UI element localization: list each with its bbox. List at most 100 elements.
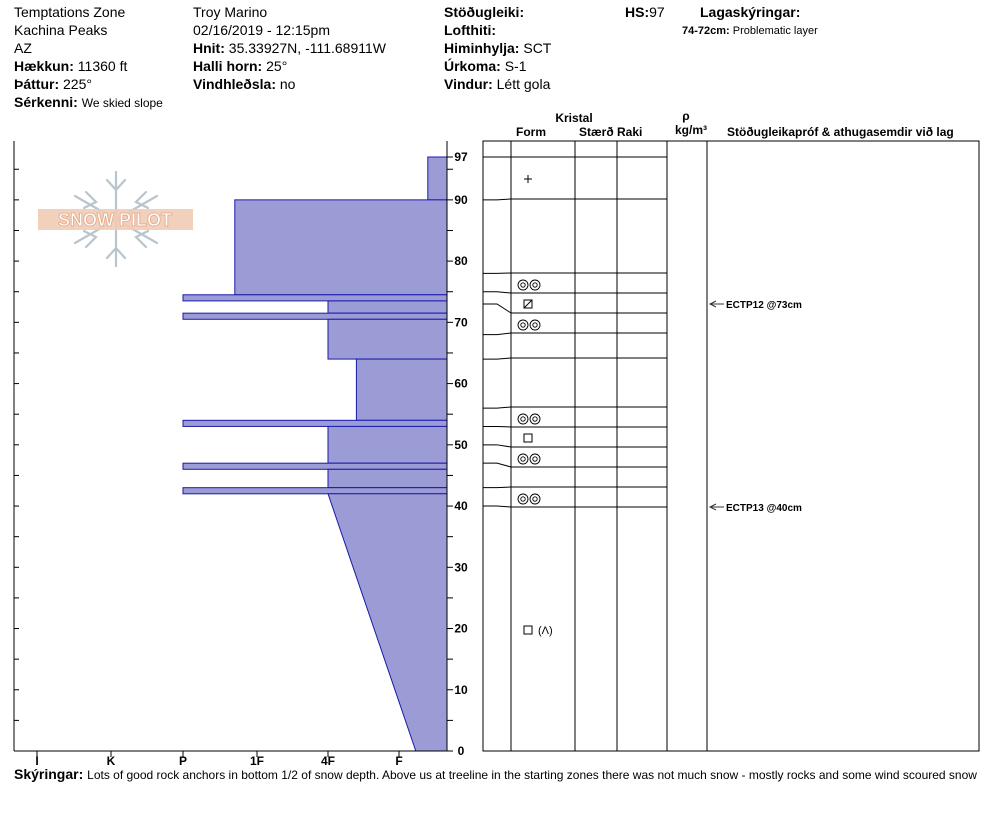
left-minor-ticks [14,168,19,752]
rho-header: ρ [682,109,689,123]
rounded-grain-core-icon [532,282,538,288]
layer-connector [483,505,512,508]
precip-label: Úrkoma: [444,58,501,74]
coords-value: 35.33927N, -111.68911W [228,40,387,56]
notes-text: Lots of good rock anchors in bottom 1/2 … [87,768,977,782]
wind-row: Vindur: Létt gola [444,76,550,93]
hardness-tick-label: P [179,754,187,768]
rounded-grain-icon [517,279,529,291]
layer-connector [483,462,512,468]
layer-note-row: 74-72cm: Problematic layer [682,23,818,40]
features-value: We skied slope [81,96,163,110]
wind-loading-label: Vindhleðsla: [193,76,276,92]
hardness-tick-label: 1F [250,754,264,768]
layer-connector [483,444,512,448]
layer-notes-label: Lagaskýringar: [700,4,801,20]
crystal-header: Kristal [555,111,592,125]
layer-boundaries [483,156,667,508]
hardness-tick-label: 4F [321,754,335,768]
hardness-tick-label: I [35,754,38,768]
slope-value: 25° [266,58,288,74]
location-name: Temptations Zone [14,4,126,20]
rounded-grain-icon [517,319,529,331]
right-ticks [447,156,453,752]
grain-secondary-label: (Λ) [538,625,553,637]
wind-loading-row: Vindhleðsla: no [193,76,295,93]
density-unit-header: kg/m³ [675,123,707,137]
hardness-bar-2 [182,294,448,302]
rounded-grain-core-icon [532,456,538,462]
precip-value: S-1 [504,58,527,74]
stability-test-markers: ECTP12 @73cm ECTP13 @40cm [708,300,802,514]
slope-label: Halli horn: [193,58,263,74]
hardness-bar-10 [327,468,448,489]
layer-connector [483,486,512,489]
mixed-form-icon [523,299,533,309]
rounded-grain-core-icon [520,496,526,502]
height-tick-label: 80 [454,254,468,268]
layer-connector [483,425,512,428]
elevation-label: Hækkun: [14,58,74,74]
hardness-bar-1 [234,199,448,296]
logo-text: SNOW PILOT [58,210,172,230]
mixed-form-icon [523,299,533,309]
rounded-grain-icon [529,413,541,425]
rounded-grain-icon [529,279,541,291]
hardness-bar-8 [327,425,448,464]
aspect-value: 225° [63,76,92,92]
precip-row: Úrkoma: S-1 [444,58,526,75]
rounded-grain-core-icon [520,282,526,288]
layer-connector [483,303,512,314]
faceted-grain-icon [523,625,533,635]
observer-name: Troy Marino [193,4,268,20]
height-tick-label: 0 [458,744,465,758]
stability-label: Stöðugleiki: [444,4,525,20]
wind-loading-value: no [279,76,296,92]
aspect-row: Þáttur: 225° [14,76,92,93]
features-label: Sérkenni: [14,94,78,110]
grain-form-symbols: (Λ) [517,175,553,637]
test-arrow-icon [708,300,717,308]
height-tick-label: 90 [454,193,468,207]
sky-row: Himinhylja: SCT [444,40,551,57]
layer-connector [483,332,512,336]
height-tick-label: 40 [454,499,468,513]
hardness-profile [182,156,448,752]
hardness-tick-label: F [395,754,402,768]
hardness-bar-3 [327,300,448,314]
rounded-grain-core-icon [532,322,538,328]
rounded-grain-icon [517,413,529,425]
hs-label: HS: [625,4,650,20]
height-tick-label: 97 [454,150,468,164]
rounded-grain-icon [529,319,541,331]
layer-note-range: 74-72cm: [682,25,730,37]
faceted-grain-icon [523,433,533,443]
form-header: Form [516,125,546,139]
height-tick-label: 60 [454,377,468,391]
hardness-bar-6 [355,358,448,421]
rounded-grain-core-icon [532,416,538,422]
height-tick-label: 50 [454,438,468,452]
height-axis-labels: 0 10 20 30 40 50 60 70 80 90 97 [454,150,468,758]
rounded-grain-icon [529,453,541,465]
notes-label: Skýringar: [14,766,84,782]
rounded-grain-core-icon [520,322,526,328]
snowpilot-logo: SNOW PILOT [38,170,193,268]
layer-connector [483,357,512,360]
moisture-header: Raki [617,125,642,139]
layer-note-text: Problematic layer [732,25,818,37]
footer-notes: Skýringar: Lots of good rock anchors in … [14,766,977,784]
hardness-bar-7 [182,419,448,427]
obs-datetime: 02/16/2019 - 12:15pm [193,22,330,38]
rounded-grain-icon [517,453,529,465]
hardness-axis: I K P 1F 4F F [35,751,403,768]
height-tick-label: 20 [454,622,468,636]
hardness-tick-label: K [107,754,116,768]
air-temp-label: Lofthiti: [444,22,497,38]
height-tick-label: 10 [454,683,468,697]
hardness-bar-4 [182,312,448,320]
stability-tests-header: Stöðugleikapróf & athugasemdir við lag [727,125,954,139]
aspect-label: Þáttur: [14,76,60,92]
wind-value: Létt gola [496,76,551,92]
